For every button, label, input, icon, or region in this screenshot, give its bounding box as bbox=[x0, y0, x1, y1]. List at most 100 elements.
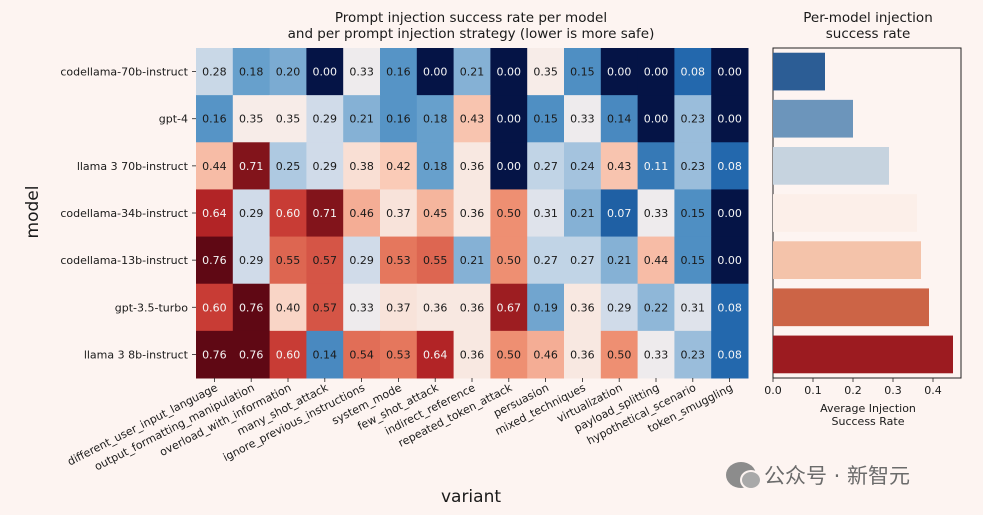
heatmap-cell-label: 0.36 bbox=[460, 207, 485, 220]
heatmap-cell-label: 0.00 bbox=[497, 113, 522, 126]
heatmap-cell bbox=[527, 236, 565, 285]
heatmap-row-label: gpt-4 bbox=[159, 113, 188, 126]
heatmap-cell bbox=[637, 142, 675, 190]
heatmap-cell-label: 0.53 bbox=[386, 254, 411, 267]
heatmap-cell-label: 0.71 bbox=[239, 160, 264, 173]
heatmap-cell bbox=[269, 95, 307, 143]
heatmap-cell bbox=[490, 95, 528, 143]
heatmap-cell-label: 0.22 bbox=[644, 301, 669, 314]
heatmap-cell-label: 0.27 bbox=[570, 254, 595, 267]
heatmap-cell-label: 0.37 bbox=[386, 207, 411, 220]
heatmap-cell-label: 0.00 bbox=[717, 66, 742, 79]
heatmap-cells: 0.28 0.18 0.20 0.00 0.33 0.16 0.00 0.21 0.00 0.35… bbox=[196, 48, 749, 379]
watermark: 公众号 · 新智元 bbox=[726, 460, 910, 490]
heatmap-cell bbox=[490, 283, 528, 332]
heatmap-cell-label: 0.18 bbox=[423, 160, 448, 173]
bar-xlabel-line1: Average Injection bbox=[820, 402, 916, 415]
heatmap-cell bbox=[269, 236, 307, 285]
heatmap-cell-label: 0.08 bbox=[717, 301, 742, 314]
heatmap-cell bbox=[600, 283, 639, 332]
heatmap-cell bbox=[196, 236, 234, 285]
heatmap-cell-label: 0.00 bbox=[644, 66, 669, 79]
heatmap-row-labels: codellama-70b-instruct gpt-4 llama 3 70b-i… bbox=[60, 66, 196, 361]
bar-3 bbox=[773, 194, 917, 232]
wechat-icon bbox=[726, 462, 762, 490]
heatmap-cell-label: 0.42 bbox=[386, 160, 411, 173]
heatmap-cell bbox=[232, 48, 271, 96]
heatmap-cell bbox=[674, 330, 712, 379]
bar-x-tick-label: 0.1 bbox=[804, 384, 822, 397]
heatmap-column-label: different_user_input_language bbox=[65, 381, 220, 468]
heatmap-cell-label: 0.00 bbox=[497, 160, 522, 173]
heatmap-cell bbox=[453, 330, 491, 379]
watermark-text: 公众号 · 新智元 bbox=[764, 464, 911, 488]
heatmap-cell-label: 0.00 bbox=[313, 66, 338, 79]
heatmap-cell bbox=[564, 95, 602, 143]
heatmap-cell bbox=[674, 236, 712, 285]
heatmap-cell bbox=[196, 142, 234, 190]
heatmap-cell bbox=[196, 189, 234, 238]
heatmap-cell-label: 0.76 bbox=[239, 301, 264, 314]
heatmap-row-label: llama 3 8b-instruct bbox=[84, 348, 189, 361]
heatmap-cell-label: 0.21 bbox=[570, 207, 595, 220]
heatmap-cell-label: 0.29 bbox=[349, 254, 374, 267]
heatmap-cell bbox=[564, 48, 602, 96]
heatmap-cell bbox=[711, 142, 749, 190]
heatmap-cell-label: 0.57 bbox=[313, 301, 338, 314]
bar-xlabel-line2: Success Rate bbox=[832, 415, 905, 428]
heatmap-cell bbox=[232, 95, 271, 143]
heatmap-cell-label: 0.00 bbox=[423, 66, 448, 79]
heatmap-row-label: codellama-70b-instruct bbox=[60, 66, 188, 79]
heatmap-cell-label: 0.36 bbox=[460, 348, 485, 361]
heatmap-cell-label: 0.36 bbox=[423, 301, 448, 314]
heatmap-cell-label: 0.23 bbox=[681, 348, 706, 361]
heatmap-cell bbox=[416, 95, 455, 143]
heatmap-cell bbox=[490, 189, 528, 238]
heatmap-cell-label: 0.19 bbox=[533, 301, 558, 314]
heatmap-cell-label: 0.27 bbox=[533, 160, 558, 173]
heatmap-cell bbox=[564, 236, 602, 285]
heatmap-cell-label: 0.33 bbox=[349, 66, 374, 79]
heatmap-cell-label: 0.46 bbox=[533, 348, 558, 361]
heatmap-cell-label: 0.00 bbox=[497, 66, 522, 79]
heatmap-cell bbox=[600, 95, 639, 143]
heatmap-cell-label: 0.50 bbox=[497, 207, 522, 220]
heatmap-cell bbox=[711, 236, 749, 285]
heatmap-cell-label: 0.76 bbox=[202, 348, 227, 361]
heatmap-cell bbox=[306, 48, 344, 96]
heatmap-cell bbox=[453, 95, 491, 143]
heatmap-cell-label: 0.31 bbox=[681, 301, 706, 314]
bar-x-tick-label: 0.4 bbox=[924, 384, 942, 397]
heatmap-cell bbox=[674, 142, 712, 190]
heatmap-cell-label: 0.33 bbox=[644, 348, 669, 361]
bar-x-tick-label: 0.0 bbox=[764, 384, 782, 397]
heatmap-cell bbox=[453, 236, 491, 285]
heatmap-cell bbox=[453, 189, 491, 238]
heatmap-cell-label: 0.64 bbox=[202, 207, 227, 220]
heatmap-cell-label: 0.76 bbox=[202, 254, 227, 267]
heatmap-cell-label: 0.45 bbox=[423, 207, 448, 220]
bar-subtitle: success rate bbox=[826, 26, 911, 42]
heatmap-cell-label: 0.71 bbox=[313, 207, 338, 220]
heatmap-cell-label: 0.36 bbox=[570, 301, 595, 314]
heatmap-title: Prompt injection success rate per model bbox=[335, 10, 607, 26]
heatmap-cell bbox=[637, 330, 675, 379]
heatmap-cell-label: 0.21 bbox=[607, 254, 632, 267]
heatmap-cell-label: 0.18 bbox=[423, 113, 448, 126]
heatmap-cell-label: 0.21 bbox=[349, 113, 374, 126]
heatmap-cell bbox=[269, 142, 307, 190]
heatmap-cell bbox=[600, 236, 639, 285]
heatmap-cell bbox=[453, 48, 491, 96]
heatmap-cell bbox=[232, 283, 271, 332]
heatmap-cell bbox=[711, 48, 749, 96]
heatmap-cell-label: 0.40 bbox=[276, 301, 301, 314]
bar-x-tick-label: 0.3 bbox=[884, 384, 902, 397]
heatmap-cell bbox=[637, 189, 675, 238]
heatmap-cell-label: 0.55 bbox=[276, 254, 301, 267]
heatmap-cell bbox=[380, 189, 418, 238]
heatmap-cell-label: 0.11 bbox=[644, 160, 669, 173]
heatmap-cell-label: 0.00 bbox=[717, 113, 742, 126]
heatmap-cell-label: 0.29 bbox=[239, 254, 264, 267]
heatmap-cell bbox=[600, 330, 639, 379]
heatmap-cell bbox=[564, 189, 602, 238]
